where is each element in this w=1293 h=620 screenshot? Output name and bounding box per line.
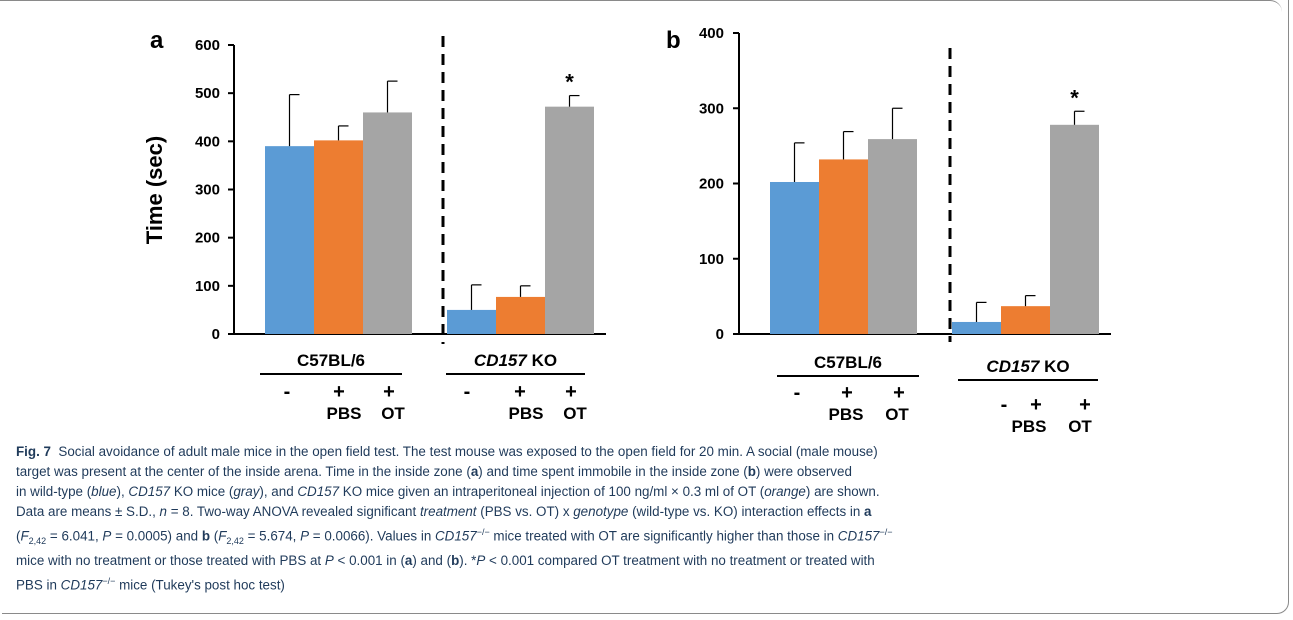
- treatment-symbol-b-0-1: +: [841, 382, 853, 404]
- significance-star-a: *: [565, 70, 574, 95]
- y-tick-label-b-300: 300: [699, 100, 724, 117]
- group-label-a-1: CD157 KO: [474, 351, 557, 370]
- y-tick-label-a-600: 600: [195, 37, 220, 54]
- y-tick-label-a-200: 200: [195, 230, 220, 247]
- bar-a-g0-b1: [314, 140, 363, 334]
- treatment-label-a-1-pbs: PBS: [509, 404, 544, 423]
- figure-caption: Fig. 7 Social avoidance of adult male mi…: [16, 442, 1278, 596]
- y-axis-label-a: Time (sec): [142, 136, 167, 244]
- treatment-symbol-b-0-2: +: [893, 382, 905, 404]
- y-tick-label-a-0: 0: [212, 326, 220, 343]
- treatment-label-a-0-ot: OT: [381, 404, 405, 423]
- bar-a-g1-b1: [496, 296, 545, 334]
- caption-line-7: PBS in CD157−/− mice (Tukey's post hoc t…: [16, 576, 285, 593]
- bar-a-g1-b0: [447, 309, 496, 334]
- y-tick-label-b-0: 0: [716, 326, 724, 343]
- bar-b-g0-b0: [770, 181, 819, 334]
- bar-b-g1-b1: [1001, 306, 1050, 334]
- bar-b-g0-b2: [868, 139, 917, 334]
- caption-line-3: in wild-type (blue), CD157 KO mice (gray…: [16, 484, 880, 499]
- caption-line-5: (F2,42 = 6.041, P = 0.0005) and b (F2,42…: [16, 527, 893, 547]
- treatment-symbol-b-1-0: -: [1001, 394, 1008, 416]
- bar-a-g0-b0: [265, 146, 314, 334]
- treatment-label-b-1-ot: OT: [1068, 417, 1092, 436]
- y-tick-label-b-400: 400: [699, 25, 724, 42]
- group-label-b-0: C57BL/6: [814, 353, 882, 372]
- bar-b-g1-b2: [1050, 124, 1099, 335]
- treatment-symbol-a-1-2: +: [565, 381, 577, 403]
- treatment-label-b-0-ot: OT: [885, 405, 909, 424]
- bar-a-g1-b2: [545, 106, 594, 334]
- treatment-symbol-b-1-2: +: [1079, 394, 1091, 416]
- y-tick-label-a-400: 400: [195, 133, 220, 150]
- treatment-symbol-b-0-0: -: [794, 382, 801, 404]
- treatment-label-a-0-pbs: PBS: [327, 404, 362, 423]
- treatment-symbol-a-0-1: +: [333, 381, 345, 403]
- y-tick-label-a-300: 300: [195, 182, 220, 199]
- y-tick-label-b-200: 200: [699, 176, 724, 193]
- treatment-symbol-a-0-0: -: [284, 381, 291, 403]
- treatment-symbol-b-1-1: +: [1030, 394, 1042, 416]
- bar-a-g0-b2: [363, 112, 412, 334]
- treatment-symbol-a-1-1: +: [514, 381, 526, 403]
- bar-b-g1-b0: [952, 321, 1001, 334]
- bar-b-g0-b1: [819, 159, 868, 334]
- caption-line-2: target was present at the center of the …: [16, 464, 852, 479]
- y-tick-label-a-500: 500: [195, 85, 220, 102]
- panel-letter-a: a: [150, 27, 164, 54]
- figure-frame-top: [0, 0, 1282, 12]
- group-label-b-1: CD157 KO: [986, 357, 1069, 376]
- y-tick-label-b-100: 100: [699, 251, 724, 268]
- caption-line-1: Fig. 7 Social avoidance of adult male mi…: [16, 444, 878, 459]
- caption-line-4: Data are means ± S.D., n = 8. Two-way AN…: [16, 504, 872, 519]
- caption-fig-label: Fig. 7: [16, 444, 51, 459]
- y-tick-label-a-100: 100: [195, 278, 220, 295]
- caption-line-6: mice with no treatment or those treated …: [16, 553, 875, 569]
- treatment-label-a-1-ot: OT: [563, 404, 587, 423]
- significance-star-b: *: [1070, 85, 1079, 110]
- group-label-a-0: C57BL/6: [297, 351, 365, 370]
- treatment-symbol-a-0-2: +: [383, 381, 395, 403]
- treatment-symbol-a-1-0: -: [464, 381, 471, 403]
- treatment-label-b-1-pbs: PBS: [1012, 417, 1047, 436]
- panel-letter-b: b: [666, 27, 681, 54]
- treatment-label-b-0-pbs: PBS: [829, 405, 864, 424]
